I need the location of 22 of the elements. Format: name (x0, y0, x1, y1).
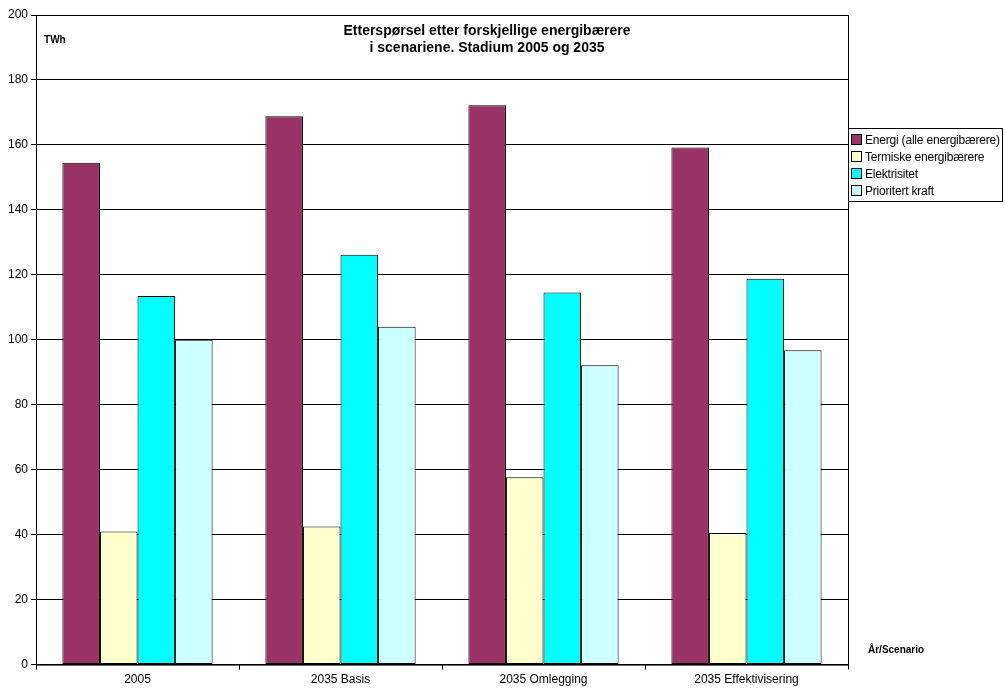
x-tick-label: 2035 Effektivisering (694, 672, 799, 687)
y-tick-label: 120 (7, 267, 29, 282)
y-tick-label: 80 (14, 397, 29, 412)
x-axis-title: År/Scenario (868, 643, 925, 656)
y-tick-label: 20 (14, 591, 29, 606)
y-tick-label: 160 (7, 137, 29, 152)
legend-label: Prioritert kraft (865, 183, 934, 198)
x-tick-label: 2035 Basis (310, 672, 371, 687)
y-tick-label: 100 (7, 332, 29, 347)
legend-label: Elektrisitet (865, 166, 918, 181)
y-tick-label: 0 (21, 656, 29, 671)
text: Etterspørsel etter forskjellige energibærere i scenariene. Stadium 2005 og 2035 (343, 21, 631, 55)
y-axis-title: TWh (44, 33, 66, 45)
y-tick-label: 60 (14, 462, 29, 477)
y-tick-label: 140 (7, 202, 29, 217)
y-tick-label: 200 (7, 7, 29, 22)
x-tick-label: 2005 (124, 672, 152, 687)
x-tick-label: 2035 Omlegging (499, 672, 588, 687)
y-tick-label: 40 (14, 526, 29, 541)
y-tick-label: 180 (7, 72, 29, 87)
legend-label: Energi (alle energibærere) (865, 132, 1000, 147)
legend-label: Termiske energibærere (865, 149, 985, 164)
